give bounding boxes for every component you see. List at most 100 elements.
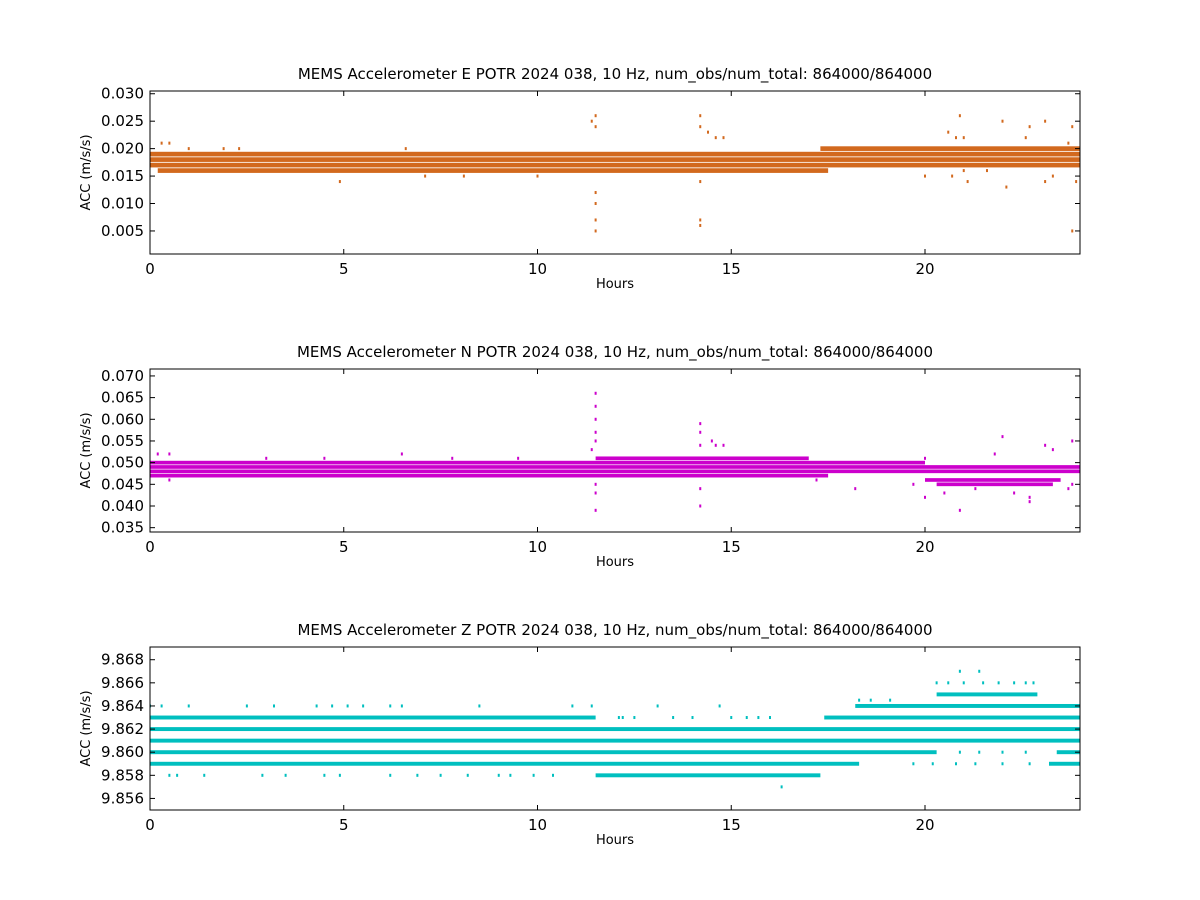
data-band	[150, 469, 1080, 474]
x-tick-label: 10	[528, 260, 547, 278]
data-point	[1028, 125, 1031, 129]
plot-area	[150, 391, 1080, 512]
data-point	[707, 130, 709, 134]
data-point	[962, 681, 965, 685]
data-point	[974, 762, 977, 766]
data-point	[745, 716, 748, 720]
data-point	[594, 229, 597, 233]
chart-title: MEMS Accelerometer Z POTR 2024 038, 10 H…	[297, 621, 932, 640]
data-point	[955, 136, 957, 140]
data-point	[947, 681, 950, 685]
data-point	[156, 452, 159, 456]
y-axis-label: ACC (m/s/s)	[79, 134, 94, 210]
data-point	[982, 681, 985, 685]
data-point	[594, 391, 597, 395]
data-point	[958, 750, 961, 754]
data-band	[150, 157, 1080, 162]
data-point	[478, 704, 481, 708]
data-point	[594, 508, 597, 512]
data-point	[889, 698, 892, 702]
data-point	[536, 174, 539, 178]
data-point	[974, 487, 977, 491]
x-axis-label: Hours	[596, 833, 634, 848]
data-point	[958, 114, 961, 118]
data-point	[517, 456, 520, 460]
data-point	[338, 773, 341, 777]
data-point	[865, 750, 868, 754]
data-point	[222, 147, 225, 151]
data-point	[1024, 681, 1027, 685]
data-band	[150, 151, 1080, 157]
data-point	[1013, 491, 1016, 495]
data-point	[594, 439, 597, 443]
data-point	[160, 704, 163, 708]
data-point	[238, 147, 241, 151]
data-band	[150, 761, 860, 766]
chart-title: MEMS Accelerometer N POTR 2024 038, 10 H…	[297, 343, 933, 362]
data-point	[284, 773, 287, 777]
data-point	[1028, 762, 1031, 766]
data-point	[594, 202, 597, 206]
data-point	[962, 136, 965, 140]
y-tick-label: 9.864	[101, 697, 144, 715]
x-tick-label: 10	[528, 816, 547, 834]
data-point	[869, 698, 872, 702]
data-point	[978, 669, 981, 673]
y-tick-label: 0.020	[101, 140, 144, 158]
data-point	[699, 443, 702, 447]
data-point	[187, 704, 190, 708]
data-point	[497, 773, 500, 777]
data-band	[150, 750, 937, 755]
data-point	[858, 698, 861, 702]
y-tick-label: 0.070	[101, 367, 144, 385]
data-point	[780, 785, 783, 789]
data-band	[150, 465, 1080, 469]
data-point	[315, 704, 318, 708]
x-tick-label: 20	[915, 816, 934, 834]
data-point	[955, 762, 957, 766]
data-point	[509, 773, 512, 777]
data-point	[400, 704, 403, 708]
data-point	[594, 491, 597, 495]
data-point	[672, 716, 675, 720]
data-point	[594, 417, 597, 421]
data-point	[552, 773, 554, 777]
data-point	[854, 487, 857, 491]
data-point	[323, 773, 326, 777]
data-point	[1071, 229, 1074, 233]
data-point	[451, 456, 454, 460]
y-tick-label: 9.856	[101, 789, 144, 807]
data-point	[1005, 185, 1008, 189]
data-point	[1071, 439, 1074, 443]
data-point	[462, 174, 465, 178]
data-band	[150, 473, 829, 478]
data-point	[1001, 119, 1004, 123]
x-tick-label: 20	[915, 538, 934, 556]
data-point	[699, 125, 702, 129]
data-band	[1049, 761, 1080, 766]
data-point	[590, 448, 593, 452]
data-point	[730, 716, 733, 720]
data-band	[595, 773, 821, 778]
data-point	[1028, 495, 1031, 499]
data-point	[594, 218, 597, 222]
data-point	[1001, 762, 1004, 766]
data-point	[951, 174, 954, 178]
data-point	[1075, 180, 1078, 184]
data-point	[1032, 681, 1035, 685]
data-point	[532, 773, 535, 777]
data-point	[924, 456, 926, 460]
data-point	[962, 169, 965, 173]
data-point	[997, 681, 1000, 685]
y-tick-label: 0.050	[101, 454, 144, 472]
data-band	[925, 478, 1061, 482]
data-point	[416, 773, 419, 777]
data-point	[757, 716, 760, 720]
y-tick-label: 0.065	[101, 389, 144, 407]
x-tick-label: 15	[722, 260, 741, 278]
x-tick-label: 5	[339, 816, 349, 834]
chart-panel-1: MEMS Accelerometer E POTR 2024 038, 10 H…	[79, 65, 1081, 292]
x-axis-label: Hours	[596, 555, 634, 570]
data-point	[722, 443, 725, 447]
